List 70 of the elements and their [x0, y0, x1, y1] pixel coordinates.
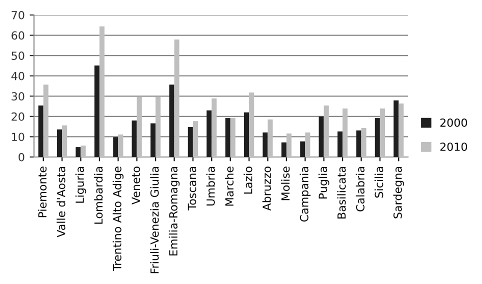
bar [156, 96, 161, 157]
bar [188, 126, 193, 157]
y-tick-label: 40 [11, 72, 24, 80]
bar [94, 66, 100, 157]
x-tick-label: Sicilia [374, 167, 384, 198]
x-tick-label: Friuli-Venezia Giulia [150, 167, 159, 274]
bar [300, 141, 306, 157]
bar [356, 130, 362, 157]
x-tick-label: Lazio [244, 166, 252, 194]
x-tick-label: Puglia [318, 167, 330, 199]
bar [99, 26, 104, 157]
y-tick-label: 30 [12, 92, 24, 101]
y-tick-label: 70 [12, 10, 24, 20]
legend-label: 2000 [440, 118, 468, 127]
bar [38, 105, 44, 157]
x-tick-label: Veneto [132, 166, 140, 205]
x-tick-label: Calabria [356, 167, 364, 212]
legend-label: 2010 [440, 142, 468, 151]
bar [244, 112, 250, 157]
y-tick-label: 60 [12, 31, 24, 40]
bar [62, 125, 68, 157]
bar [174, 40, 180, 157]
x-tick-label: Basilicata [337, 167, 346, 218]
bar [361, 128, 366, 157]
y-tick-label: 10 [12, 132, 24, 142]
bar [57, 129, 62, 157]
x-tick-label: Campania [300, 167, 311, 222]
bar [150, 123, 156, 157]
x-tick-label: Lombardia [94, 167, 103, 224]
bar [268, 119, 273, 157]
y-tick-label: 0 [18, 152, 24, 162]
bar [286, 133, 292, 157]
bar [76, 147, 81, 157]
x-tick-label: Marche [224, 166, 234, 206]
x-tick-label: Emilia-Romagna [168, 167, 180, 256]
bar [212, 98, 217, 157]
bar [118, 134, 124, 157]
x-tick-label: Valle d'Aosta [56, 167, 66, 238]
bar [338, 131, 343, 157]
bar [398, 103, 404, 157]
x-tick-label: Umbria [206, 167, 215, 206]
bar [80, 146, 86, 157]
bar [225, 118, 230, 157]
bar [192, 121, 198, 157]
bar [394, 100, 399, 157]
bar [169, 84, 174, 157]
bar [374, 118, 380, 157]
bar [43, 84, 48, 157]
x-tick-label: Abruzzo [262, 166, 271, 211]
bar [305, 132, 310, 157]
bar [136, 96, 142, 157]
bar [281, 142, 286, 157]
x-tick-label: Toscana [188, 167, 196, 210]
bar [342, 108, 348, 157]
x-tick-label: Trentino Alto Adige [112, 166, 124, 272]
x-tick-label: Piemonte [38, 166, 47, 218]
bar [324, 105, 329, 157]
bar [113, 137, 118, 157]
bar [230, 118, 236, 157]
x-tick-label: Liguria [75, 167, 86, 203]
bar [249, 92, 254, 157]
bar [318, 116, 324, 157]
bar [380, 108, 385, 157]
x-tick-label: Sardegna [393, 167, 404, 218]
y-tick-label: 20 [12, 112, 24, 121]
bar [206, 110, 212, 157]
y-tick-label: 50 [12, 52, 24, 60]
bar [262, 132, 268, 157]
x-tick-label: Molise [281, 166, 290, 200]
bar [132, 120, 137, 157]
